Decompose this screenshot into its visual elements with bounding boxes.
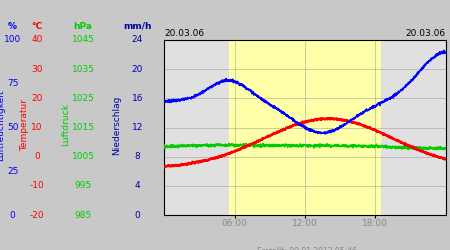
Text: 995: 995 bbox=[75, 181, 92, 190]
Text: 75: 75 bbox=[7, 79, 18, 88]
Text: Luftdruck: Luftdruck bbox=[61, 104, 70, 146]
Text: 40: 40 bbox=[31, 36, 43, 44]
Text: %: % bbox=[8, 22, 17, 31]
Text: Erstellt: 09.01.2012 05:46: Erstellt: 09.01.2012 05:46 bbox=[257, 246, 357, 250]
Text: 1035: 1035 bbox=[72, 65, 95, 74]
Text: 8: 8 bbox=[135, 152, 140, 161]
Text: 30: 30 bbox=[31, 65, 43, 74]
Text: 1015: 1015 bbox=[72, 123, 95, 132]
Text: Niederschlag: Niederschlag bbox=[112, 95, 122, 155]
Text: 24: 24 bbox=[131, 36, 143, 44]
Text: 10: 10 bbox=[31, 123, 43, 132]
Text: Temperatur: Temperatur bbox=[20, 99, 29, 151]
Text: 1025: 1025 bbox=[72, 94, 94, 103]
Text: 0: 0 bbox=[135, 210, 140, 220]
Text: 20.03.06: 20.03.06 bbox=[405, 29, 446, 38]
Text: 1005: 1005 bbox=[72, 152, 95, 161]
Text: °C: °C bbox=[32, 22, 42, 31]
Text: 25: 25 bbox=[7, 167, 18, 176]
Bar bbox=[229, 40, 381, 215]
Text: 985: 985 bbox=[75, 210, 92, 220]
Text: 50: 50 bbox=[7, 123, 18, 132]
Text: 20: 20 bbox=[31, 94, 43, 103]
Text: 1045: 1045 bbox=[72, 36, 94, 44]
Text: 20: 20 bbox=[131, 65, 143, 74]
Text: 12: 12 bbox=[131, 123, 143, 132]
Text: -10: -10 bbox=[30, 181, 44, 190]
Text: 20.03.06: 20.03.06 bbox=[164, 29, 204, 38]
Text: 16: 16 bbox=[131, 94, 143, 103]
Text: 0: 0 bbox=[34, 152, 40, 161]
Text: mm/h: mm/h bbox=[123, 22, 152, 31]
Text: hPa: hPa bbox=[74, 22, 93, 31]
Text: -20: -20 bbox=[30, 210, 44, 220]
Text: 100: 100 bbox=[4, 36, 21, 44]
Text: 4: 4 bbox=[135, 181, 140, 190]
Text: Luftfeuchtigkeit: Luftfeuchtigkeit bbox=[0, 89, 5, 161]
Text: 0: 0 bbox=[10, 210, 15, 220]
